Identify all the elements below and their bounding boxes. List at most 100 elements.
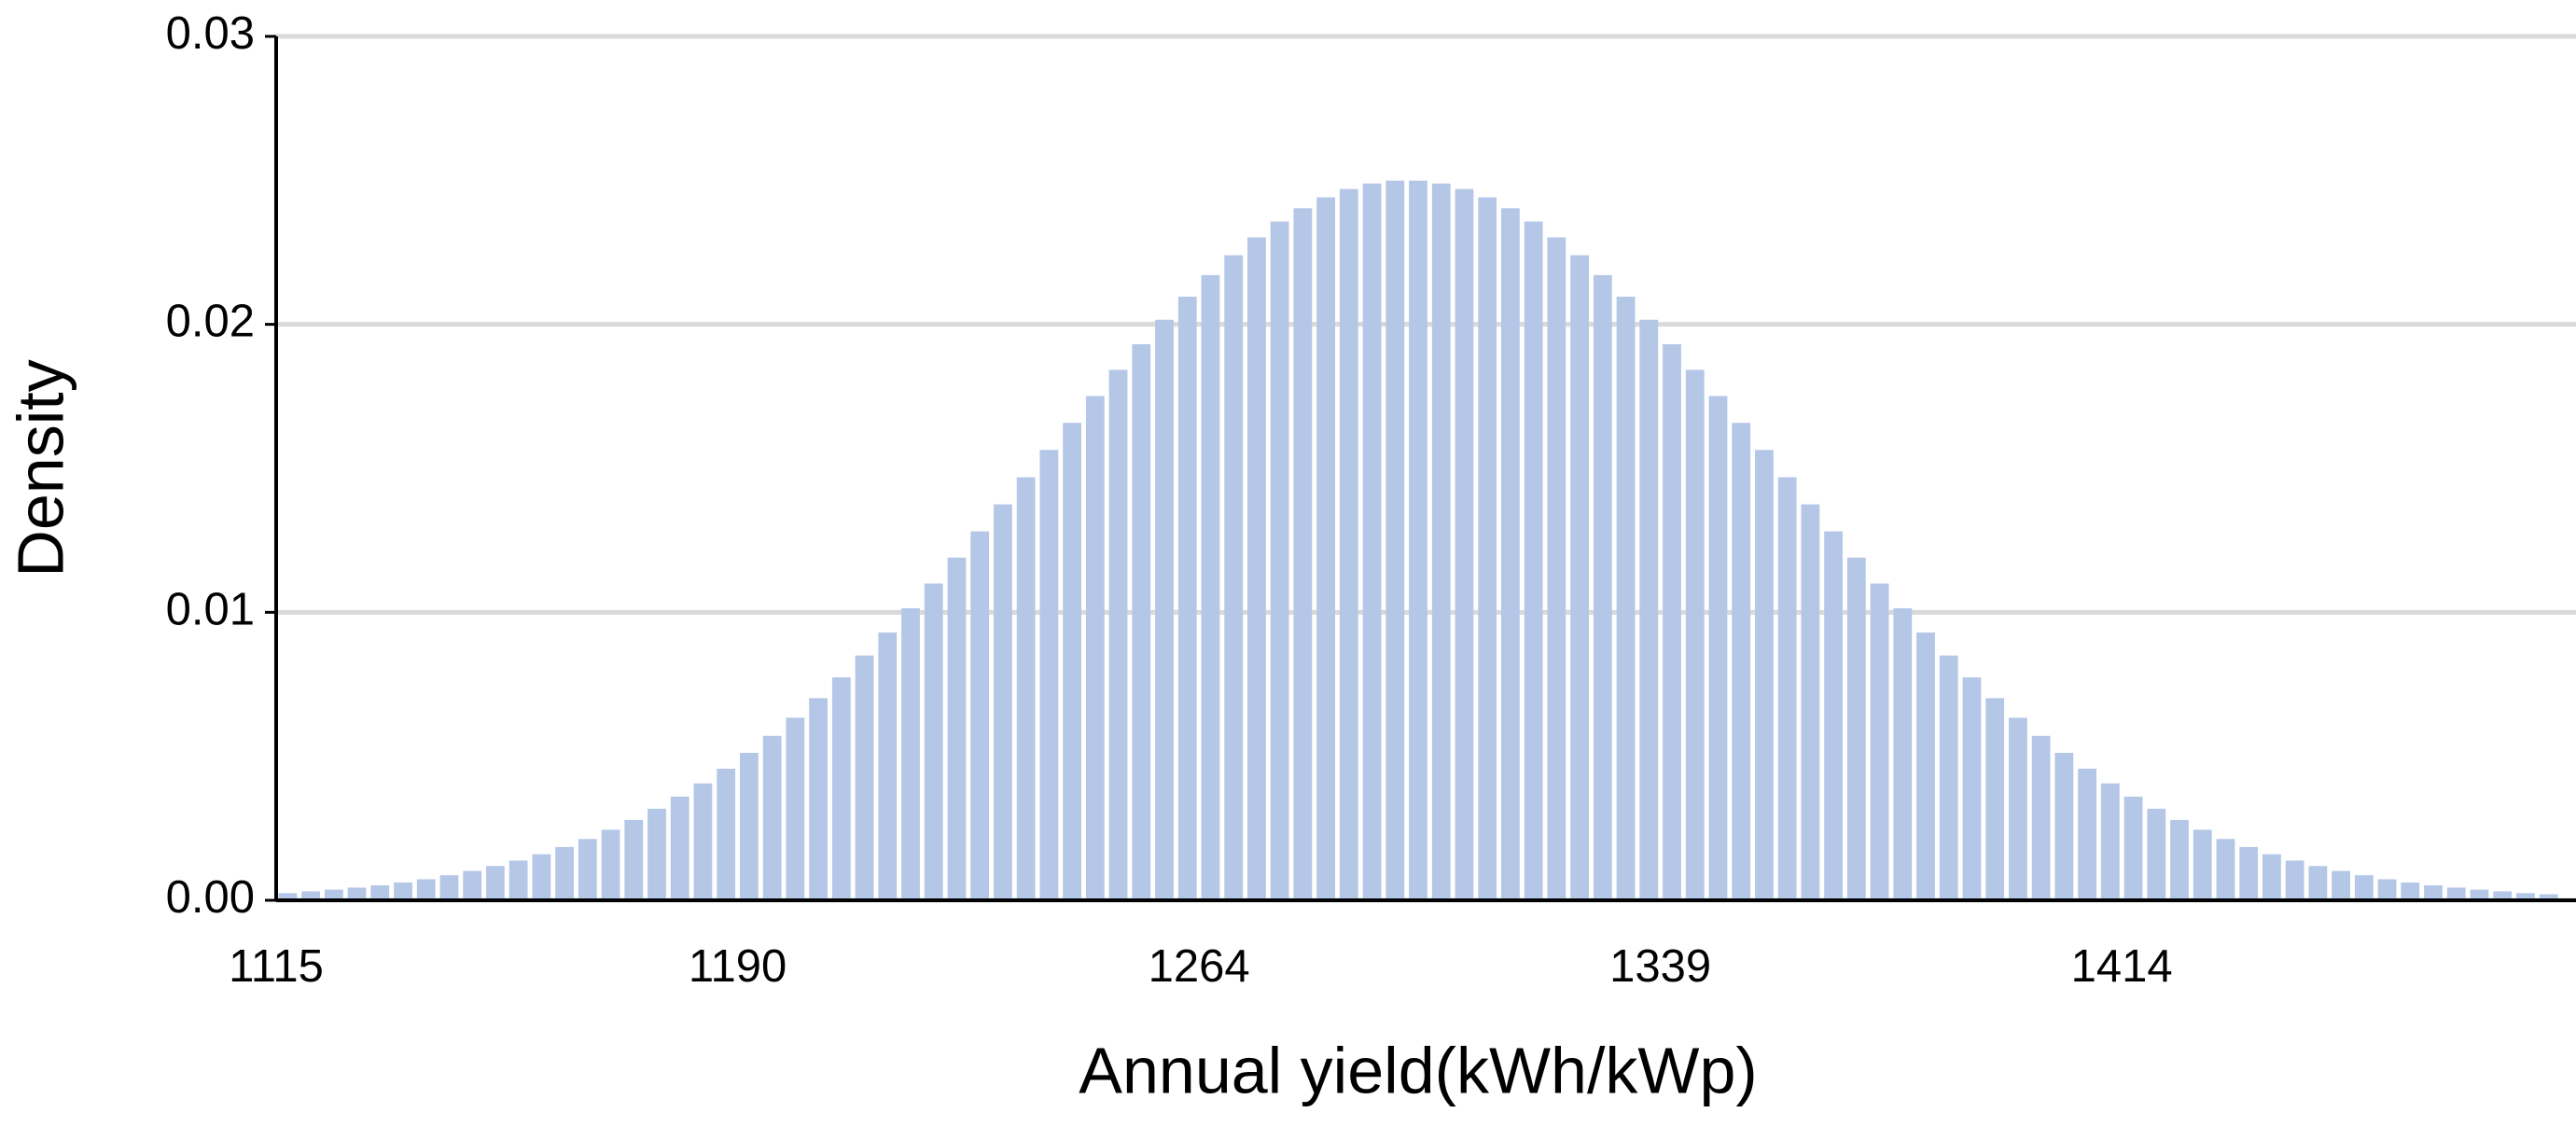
x-tick-label: 1339 xyxy=(1609,941,1711,992)
bar xyxy=(1524,221,1543,901)
bar xyxy=(1385,180,1405,901)
bar xyxy=(439,875,459,900)
bar xyxy=(924,583,943,900)
bar xyxy=(1201,274,1220,901)
bar xyxy=(1224,255,1244,900)
bar xyxy=(2170,819,2189,900)
bar xyxy=(1732,423,1751,900)
bar xyxy=(1478,197,1497,900)
bar xyxy=(532,854,551,900)
bar xyxy=(970,531,990,900)
bar xyxy=(1455,188,1474,901)
bar xyxy=(301,891,320,900)
bar xyxy=(2054,752,2074,900)
bar xyxy=(2539,894,2558,900)
bar xyxy=(1755,450,1774,900)
bar xyxy=(2354,875,2374,900)
bar xyxy=(2493,891,2513,900)
bar xyxy=(740,752,759,900)
bar xyxy=(416,879,436,900)
bar xyxy=(1639,319,1659,900)
bar xyxy=(2263,854,2281,900)
bar xyxy=(2446,887,2466,900)
bar xyxy=(717,768,736,900)
bar xyxy=(2009,717,2027,900)
bar xyxy=(1293,208,1313,901)
bar xyxy=(762,735,782,900)
bar xyxy=(2308,866,2328,900)
bar xyxy=(1570,255,1589,900)
bar xyxy=(1593,274,1612,901)
bar xyxy=(1155,319,1174,900)
bar xyxy=(2193,829,2212,900)
bar xyxy=(463,870,482,900)
bar xyxy=(601,829,620,900)
y-axis-title: Density xyxy=(4,359,77,577)
bar xyxy=(1916,632,1935,900)
bar xyxy=(1870,583,1889,900)
bar xyxy=(1270,221,1289,901)
x-axis-title: Annual yield(kWh/kWp) xyxy=(1079,1034,1757,1106)
bar xyxy=(2031,735,2051,900)
bar xyxy=(2100,783,2120,900)
bar xyxy=(809,698,828,900)
bar xyxy=(1039,450,1059,900)
bar xyxy=(1339,188,1358,901)
bar xyxy=(324,889,343,900)
bar xyxy=(1801,504,1820,900)
bar xyxy=(1316,197,1335,900)
bar xyxy=(347,887,367,900)
x-tick-label: 1414 xyxy=(2071,941,2173,992)
bar xyxy=(624,819,644,900)
bar xyxy=(1708,396,1728,900)
bar xyxy=(2424,884,2443,900)
bar xyxy=(2401,882,2420,900)
bar xyxy=(555,846,574,900)
bar xyxy=(1362,183,1382,901)
y-tick-label: 0.03 xyxy=(166,8,255,59)
bar xyxy=(693,783,713,900)
bar xyxy=(1063,423,1081,900)
bar xyxy=(1962,677,1982,900)
bar xyxy=(1247,237,1266,900)
bar xyxy=(2078,768,2096,900)
x-tick-label: 1264 xyxy=(1149,941,1250,992)
bar xyxy=(1085,396,1105,900)
bar xyxy=(1846,557,1866,900)
bar xyxy=(2123,796,2143,900)
bar xyxy=(2239,846,2259,900)
bar xyxy=(1108,369,1128,900)
bar xyxy=(2332,870,2350,900)
bar xyxy=(486,866,505,900)
bar xyxy=(1501,208,1520,901)
bar xyxy=(901,608,920,900)
bar xyxy=(2470,889,2489,900)
bar xyxy=(2285,860,2304,900)
x-tick-label: 1190 xyxy=(689,941,787,992)
bar xyxy=(2516,893,2535,900)
bar xyxy=(1685,369,1705,900)
bar xyxy=(1177,297,1197,900)
bar xyxy=(1893,608,1913,900)
y-tick-label: 0.02 xyxy=(166,297,255,347)
bar xyxy=(394,882,412,900)
bar xyxy=(2147,808,2166,900)
bar xyxy=(1431,183,1451,901)
bar xyxy=(1409,180,1427,901)
bar xyxy=(278,893,298,900)
bar xyxy=(878,632,898,900)
bar xyxy=(2216,839,2235,900)
bar xyxy=(1616,297,1636,900)
bar xyxy=(1777,477,1797,900)
x-tick-label: 1115 xyxy=(229,941,324,992)
bar xyxy=(1016,477,1036,900)
bar xyxy=(1132,343,1151,900)
bar xyxy=(370,884,390,900)
bar xyxy=(786,717,805,900)
bar xyxy=(1547,237,1566,900)
bar xyxy=(578,839,597,900)
bar xyxy=(994,504,1012,900)
bar xyxy=(947,557,967,900)
bar xyxy=(831,677,851,900)
y-tick-label: 0.00 xyxy=(166,872,255,923)
